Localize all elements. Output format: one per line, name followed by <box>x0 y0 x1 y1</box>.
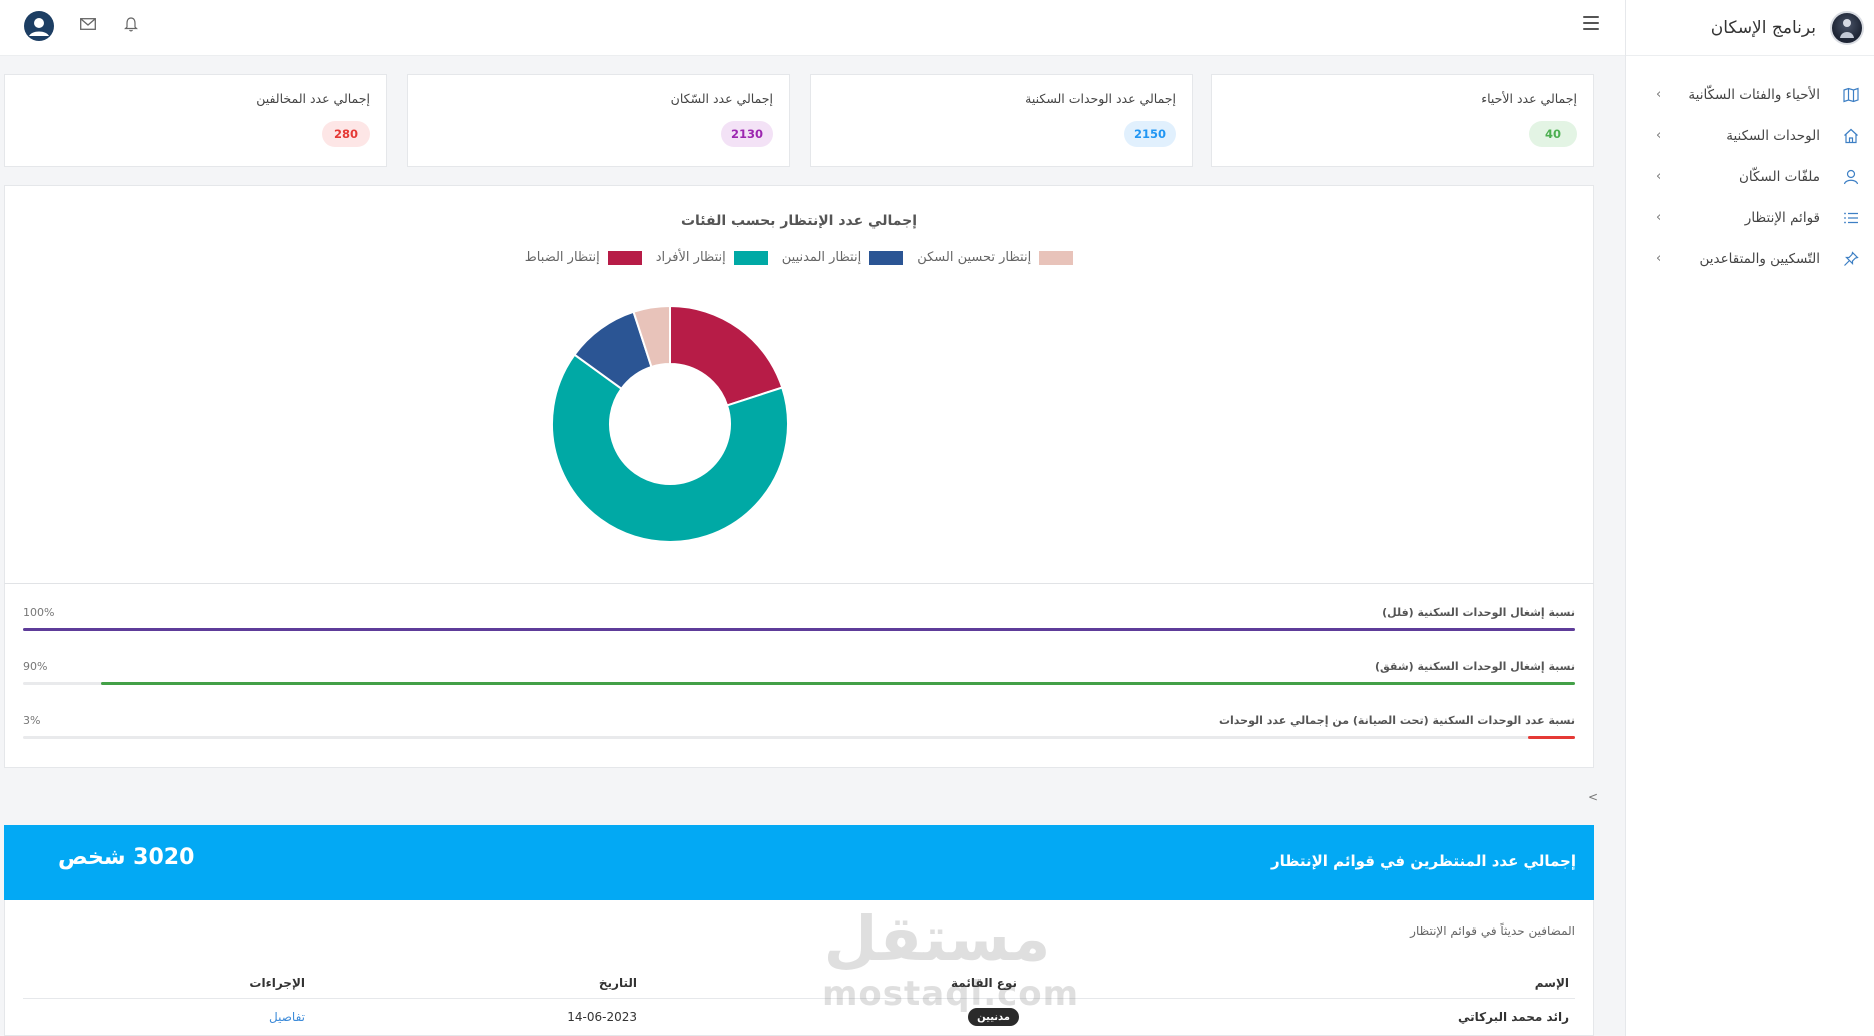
user-icon <box>1842 168 1860 186</box>
progress-fill <box>23 628 1575 631</box>
sidebar-item-housing-units[interactable]: ‹ الوحدات السكنية <box>1626 115 1874 156</box>
table-caption: المضافين حديثاً في قوائم الإنتظار <box>1410 924 1575 938</box>
cell-type-badge: مدنيين <box>968 1008 1019 1026</box>
legend-label: إنتظار تحسين السكن <box>917 250 1032 265</box>
column-header-actions: الإجراءات <box>249 976 305 990</box>
sidebar-item-label: الوحدات السكنية <box>1726 127 1820 144</box>
chart-legend: إنتظار تحسين السكن إنتظار المدنيين إنتظا… <box>5 250 1593 265</box>
legend-item-officers[interactable]: إنتظار الضباط <box>525 250 642 265</box>
occupancy-progress-panel: نسبة إشغال الوحدات السكنية (فلل) 100% نس… <box>4 583 1594 768</box>
sidebar: برنامج الإسكان ‹ الأحياء والفئات السكّان… <box>1625 0 1874 1036</box>
progress-percent: 90% <box>23 660 48 673</box>
progress-label: نسبة إشغال الوحدات السكنية (فلل) <box>1382 606 1575 619</box>
legend-item-civilians[interactable]: إنتظار المدنيين <box>781 250 904 265</box>
progress-fill <box>1528 736 1575 739</box>
progress-apartments: نسبة إشغال الوحدات السكنية (شقق) 90% <box>23 660 1575 700</box>
column-header-name: الإسم <box>1534 976 1569 990</box>
recent-waiting-table: المضافين حديثاً في قوائم الإنتظار الإسم … <box>4 900 1594 1036</box>
legend-item-housing-improvement[interactable]: إنتظار تحسين السكن <box>917 250 1074 265</box>
stat-badge: 2130 <box>720 121 773 147</box>
stat-card-housing-units: إجمالي عدد الوحدات السكنية 2150 <box>810 74 1193 167</box>
stat-label: إجمالي عدد المخالفين <box>256 91 370 106</box>
waiting-by-category-chart: إجمالي عدد الإنتظار بحسب الفئات إنتظار ت… <box>4 185 1594 584</box>
stat-badge: 40 <box>1529 121 1577 147</box>
progress-track <box>23 682 1575 685</box>
chart-title: إجمالي عدد الإنتظار بحسب الفئات <box>680 213 918 229</box>
sidebar-item-label: قوائم الإنتظار <box>1744 209 1820 226</box>
donut-chart <box>551 304 789 543</box>
cell-date: 14-06-2023 <box>567 1010 637 1024</box>
chevron-left-icon: ‹ <box>1656 169 1662 184</box>
bell-icon[interactable] <box>120 13 142 35</box>
legend-item-individuals[interactable]: إنتظار الأفراد <box>656 250 768 265</box>
brand: برنامج الإسكان <box>1626 0 1874 56</box>
sidebar-item-label: ملفّات السكّان <box>1738 168 1820 185</box>
brand-title: برنامج الإسكان <box>1710 17 1816 38</box>
user-avatar-icon <box>25 12 53 40</box>
progress-villas: نسبة إشغال الوحدات السكنية (فلل) 100% <box>23 606 1575 646</box>
legend-label: إنتظار الأفراد <box>655 250 726 265</box>
hamburger-menu-icon[interactable] <box>1583 16 1599 30</box>
map-icon <box>1842 86 1860 104</box>
sidebar-menu: ‹ الأحياء والفئات السكّانية ‹ الوحدات ال… <box>1626 74 1874 279</box>
chevron-left-icon: ‹ <box>1656 128 1662 143</box>
column-header-type: نوع القائمة <box>951 976 1017 990</box>
stat-card-residents: إجمالي عدد السّكان 2130 <box>407 74 790 167</box>
cell-name: رائد محمد البركاتي <box>1458 1010 1569 1024</box>
legend-swatch <box>1039 250 1074 265</box>
chevron-left-icon: ‹ <box>1656 210 1662 225</box>
stat-label: إجمالي عدد الوحدات السكنية <box>1025 91 1176 106</box>
progress-maintenance: نسبة عدد الوحدات السكنية (تحت الصيانة) م… <box>23 714 1575 754</box>
sidebar-item-residents[interactable]: ‹ ملفّات السكّان <box>1626 156 1874 197</box>
progress-label: نسبة عدد الوحدات السكنية (تحت الصيانة) م… <box>1218 714 1575 727</box>
table-row-divider <box>23 998 1575 999</box>
slice-housing-improvement[interactable] <box>632 304 671 369</box>
sidebar-item-label: التّسكيين والمتقاعدين <box>1699 250 1820 267</box>
sidebar-item-label: الأحياء والفئات السكّانية <box>1688 86 1820 103</box>
top-bar <box>0 0 1625 56</box>
legend-swatch <box>607 250 642 265</box>
user-avatar[interactable] <box>24 11 54 41</box>
list-icon <box>1842 209 1860 227</box>
home-icon <box>1842 127 1860 145</box>
legend-swatch <box>869 250 904 265</box>
progress-label: نسبة إشغال الوحدات السكنية (شقق) <box>1374 660 1575 673</box>
details-link[interactable]: تفاصيل <box>269 1010 305 1024</box>
stat-badge: 280 <box>322 121 370 147</box>
stat-label: إجمالي عدد السّكان <box>670 91 773 106</box>
stat-badge: 2150 <box>1123 121 1176 147</box>
brand-logo <box>1830 10 1864 45</box>
chevron-left-icon: ‹ <box>1656 251 1662 266</box>
stat-card-districts: إجمالي عدد الأحياء 40 <box>1211 74 1594 167</box>
column-header-date: التاريخ <box>598 976 637 990</box>
progress-fill <box>100 682 1575 685</box>
sidebar-item-housing-retirees[interactable]: ‹ التّسكيين والمتقاعدين <box>1626 238 1874 279</box>
stat-label: إجمالي عدد الأحياء <box>1481 91 1577 106</box>
waiting-total-banner: إجمالي عدد المنتظرين في قوائم الإنتظار 3… <box>4 825 1594 901</box>
legend-label: إنتظار الضباط <box>524 250 600 265</box>
sidebar-item-waiting-lists[interactable]: ‹ قوائم الإنتظار <box>1626 197 1874 238</box>
stat-card-violators: إجمالي عدد المخالفين 280 <box>4 74 387 167</box>
collapse-arrow-icon[interactable]: < <box>1588 790 1599 804</box>
progress-track <box>23 736 1575 739</box>
sidebar-item-districts[interactable]: ‹ الأحياء والفئات السكّانية <box>1626 74 1874 115</box>
banner-count: 3020 شخص <box>58 845 195 870</box>
banner-title: إجمالي عدد المنتظرين في قوائم الإنتظار <box>1270 852 1576 870</box>
logo-figure-icon <box>1840 18 1854 38</box>
progress-track <box>23 628 1575 631</box>
chevron-left-icon: ‹ <box>1656 87 1662 102</box>
mail-icon[interactable] <box>77 13 99 35</box>
pin-icon <box>1842 250 1860 268</box>
progress-percent: 100% <box>23 606 55 619</box>
slice-officers[interactable] <box>669 304 784 407</box>
slice-individuals[interactable] <box>551 353 789 543</box>
progress-percent: 3% <box>23 714 41 727</box>
legend-swatch <box>733 250 768 265</box>
legend-label: إنتظار المدنيين <box>781 250 862 265</box>
